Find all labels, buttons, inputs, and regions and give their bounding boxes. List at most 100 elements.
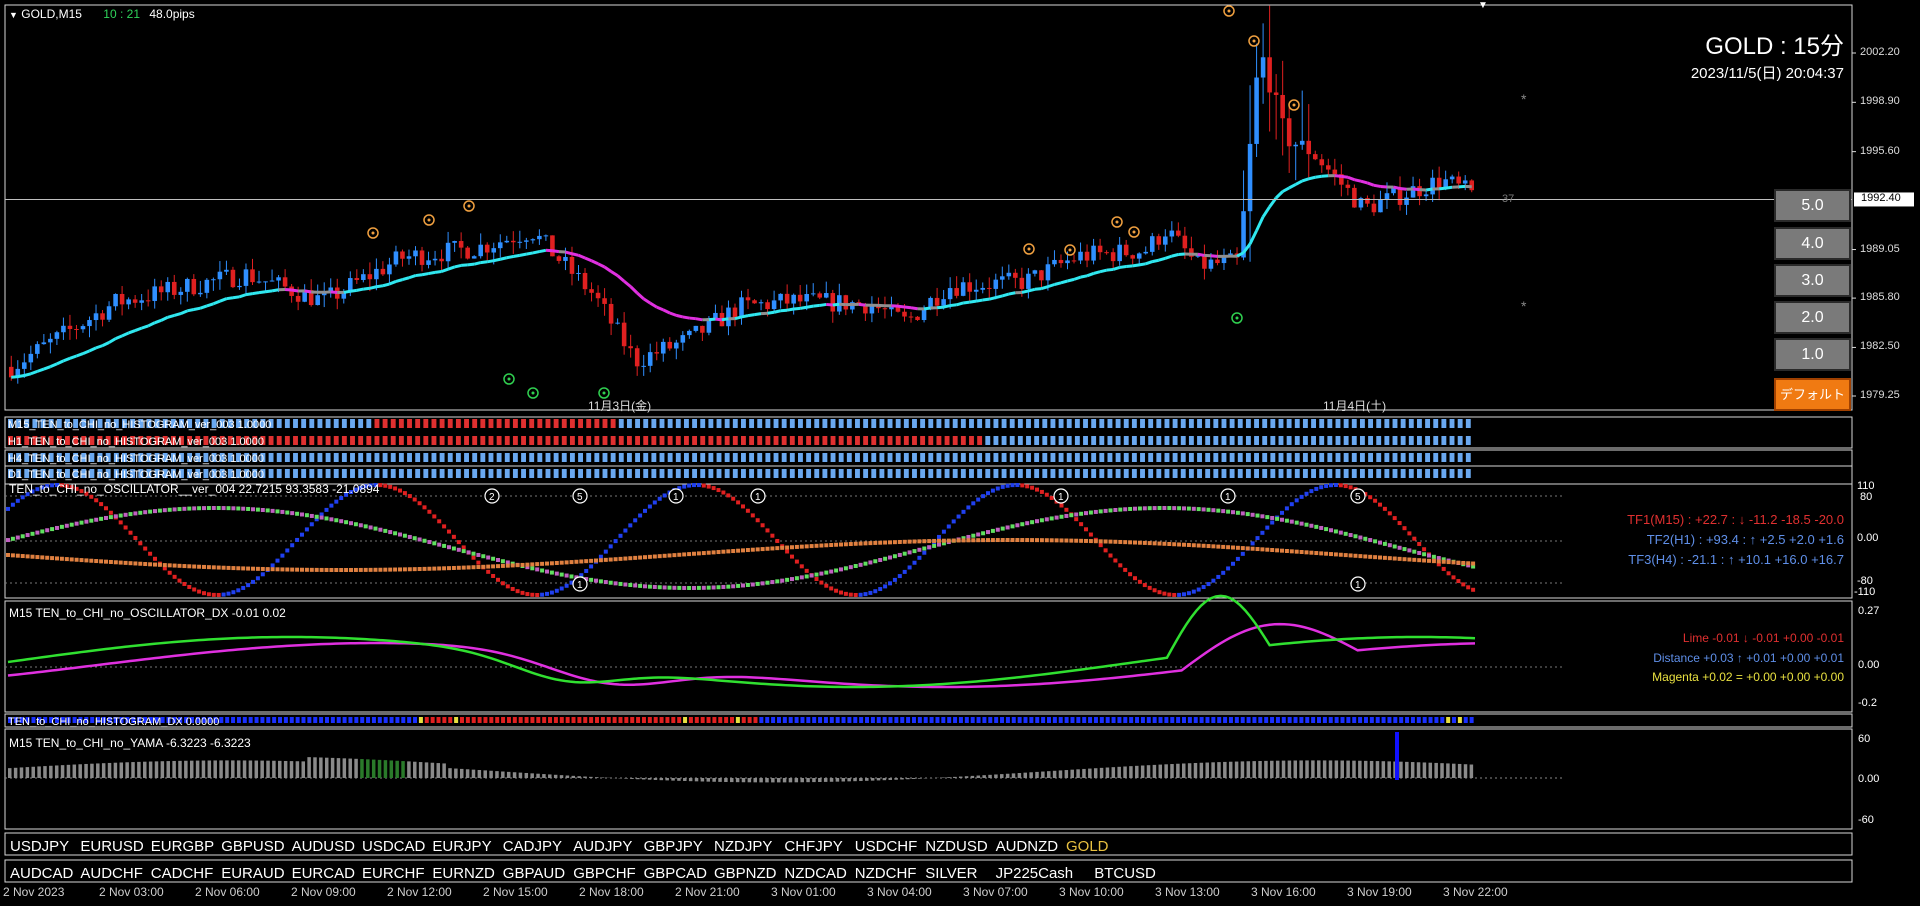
symbol-button-eurusd[interactable]: EURUSD xyxy=(80,838,144,855)
osc-dot xyxy=(1074,538,1079,543)
symbol-button-audnzd[interactable]: AUDNZD xyxy=(995,838,1059,855)
moving-average-segment xyxy=(226,296,234,301)
osc-dot xyxy=(1084,527,1088,532)
pane-frame-6 xyxy=(4,713,1853,728)
symbol-button-usdcad[interactable]: USDCAD xyxy=(362,838,426,855)
default-button[interactable]: デフォルト xyxy=(1774,378,1851,411)
osc-dot xyxy=(1353,553,1358,558)
scale-button-3[interactable]: 3.0 xyxy=(1774,264,1851,297)
symbol-button-nzdjpy[interactable]: NZDJPY xyxy=(714,838,773,855)
candle-body xyxy=(22,362,27,369)
moving-average-segment xyxy=(995,294,1003,300)
symbol-button-silver[interactable]: SILVER xyxy=(925,865,978,882)
osc-dot xyxy=(760,523,765,528)
menu-triangle-icon[interactable]: ▼ xyxy=(9,10,18,20)
symbol-button-gbpjpy[interactable]: GBPJPY xyxy=(643,838,703,855)
symbol-button-usdjpy[interactable]: USDJPY xyxy=(10,838,70,855)
symbol-button-nzdusd[interactable]: NZDUSD xyxy=(925,838,988,855)
symbol-button-gbpchf[interactable]: GBPCHF xyxy=(573,865,636,882)
osc-dot xyxy=(1471,564,1476,569)
histogram-cell xyxy=(439,469,445,478)
histogram-cell xyxy=(105,469,111,478)
osc-dot xyxy=(594,578,598,583)
histogram-dx-cell xyxy=(1046,717,1051,723)
osc-dot xyxy=(153,562,157,567)
moving-average-segment xyxy=(1438,186,1446,191)
symbol-button-jp225cash[interactable]: JP225Cash xyxy=(995,865,1074,882)
histogram-cell xyxy=(1148,419,1154,428)
symbol-button-audjpy[interactable]: AUDJPY xyxy=(573,838,633,855)
moving-average-segment xyxy=(167,314,175,319)
osc-dot xyxy=(701,483,706,488)
symbol-button-audusd[interactable]: AUDUSD xyxy=(291,838,355,855)
osc-dot xyxy=(143,510,148,515)
scale-button-2[interactable]: 2.0 xyxy=(1774,301,1851,334)
osc-dot xyxy=(525,562,530,567)
yama-bar xyxy=(1322,760,1327,778)
osc-dot xyxy=(1466,563,1471,568)
osc-dot xyxy=(74,557,79,562)
symbol-button-eurnzd[interactable]: EURNZD xyxy=(432,865,495,882)
scale-button-1[interactable]: 1.0 xyxy=(1774,338,1851,371)
symbol-button-audcad[interactable]: AUDCAD xyxy=(10,865,74,882)
histogram-cell xyxy=(781,419,787,428)
osc-dot xyxy=(324,516,329,521)
symbol-button-gbpnzd[interactable]: GBPNZD xyxy=(714,865,777,882)
symbol-button-eurchf[interactable]: EURCHF xyxy=(362,865,425,882)
candle-body xyxy=(145,300,151,302)
osc-dot xyxy=(1250,541,1255,546)
candle-body xyxy=(282,277,288,287)
histogram-dx-cell xyxy=(1322,717,1327,723)
histogram-cell xyxy=(146,469,152,478)
symbol-button-eurcad[interactable]: EURCAD xyxy=(291,865,355,882)
osc-dot xyxy=(692,585,696,590)
osc-dot xyxy=(912,549,917,554)
histogram-dx-cell xyxy=(512,717,517,723)
candle-body xyxy=(361,274,366,280)
scale-button-5[interactable]: 5.0 xyxy=(1774,189,1851,222)
symbol-button-euraud[interactable]: EURAUD xyxy=(221,865,285,882)
osc-dot xyxy=(1000,538,1005,543)
magenta-readout: Magenta +0.02 = +0.00 +0.00 +0.00 xyxy=(1652,670,1844,684)
moving-average-segment xyxy=(388,280,397,286)
scale-button-4[interactable]: 4.0 xyxy=(1774,227,1851,260)
histogram-cell xyxy=(24,453,30,462)
symbol-button-gbpaud[interactable]: GBPAUD xyxy=(502,865,566,882)
symbol-button-cadchf[interactable]: CADCHF xyxy=(150,865,214,882)
symbol-button-gbpcad[interactable]: GBPCAD xyxy=(643,865,707,882)
histogram-dx-cell xyxy=(1152,717,1157,723)
histogram-cell xyxy=(1131,453,1137,462)
histogram-dx-cell xyxy=(1005,717,1010,723)
candle-body xyxy=(237,285,242,288)
symbol-button-usdchf[interactable]: USDCHF xyxy=(854,838,918,855)
symbol-button-nzdchf[interactable]: NZDCHF xyxy=(854,865,917,882)
histogram-dx-cell xyxy=(43,717,48,723)
histogram-cell xyxy=(1034,436,1040,445)
histogram-cell xyxy=(1131,419,1137,428)
histogram-cell xyxy=(154,419,160,428)
histogram-cell xyxy=(97,419,103,428)
histogram-cell xyxy=(1026,453,1031,462)
symbol-button-chfjpy[interactable]: CHFJPY xyxy=(784,838,843,855)
symbol-button-audchf[interactable]: AUDCHF xyxy=(80,865,143,882)
histogram-cell xyxy=(488,453,494,462)
scroll-marker-icon[interactable]: ▼ xyxy=(1478,0,1488,11)
symbol-button-nzdcad[interactable]: NZDCAD xyxy=(784,865,847,882)
symbol-button-gbpusd[interactable]: GBPUSD xyxy=(221,838,285,855)
symbol-button-eurjpy[interactable]: EURJPY xyxy=(432,838,492,855)
histogram-cell xyxy=(398,436,404,445)
histogram-cell xyxy=(716,469,722,478)
histogram-cell xyxy=(1172,436,1178,445)
symbol-button-gold[interactable]: GOLD xyxy=(1066,838,1109,855)
osc-dot xyxy=(407,534,412,539)
histogram-dx-cell xyxy=(900,717,905,723)
moving-average-segment xyxy=(910,306,918,311)
symbol-button-btcusd[interactable]: BTCUSD xyxy=(1094,865,1156,882)
histogram-cell xyxy=(398,419,404,428)
symbol-button-cadjpy[interactable]: CADJPY xyxy=(502,838,562,855)
histogram-dx-cell xyxy=(1317,717,1322,723)
symbol-button-eurgbp[interactable]: EURGBP xyxy=(150,838,215,855)
histogram-cell xyxy=(203,436,209,445)
yama-bar xyxy=(301,761,305,778)
